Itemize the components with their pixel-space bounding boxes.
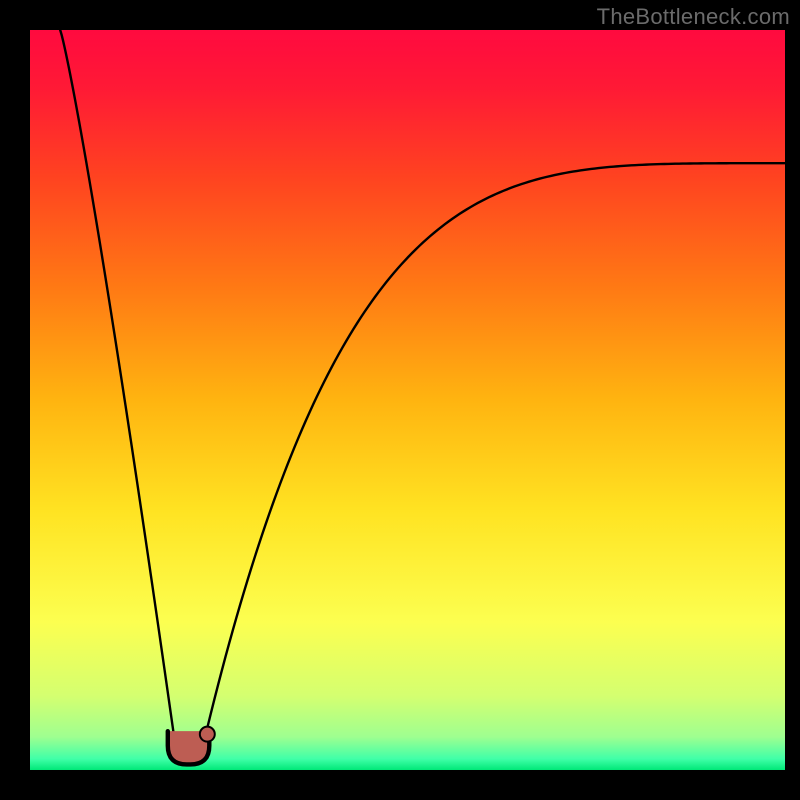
bottleneck-chart [0,0,800,800]
chart-container: TheBottleneck.com [0,0,800,800]
plot-background [30,30,785,770]
optimal-marker-lobe [200,727,215,742]
source-watermark: TheBottleneck.com [597,4,790,30]
